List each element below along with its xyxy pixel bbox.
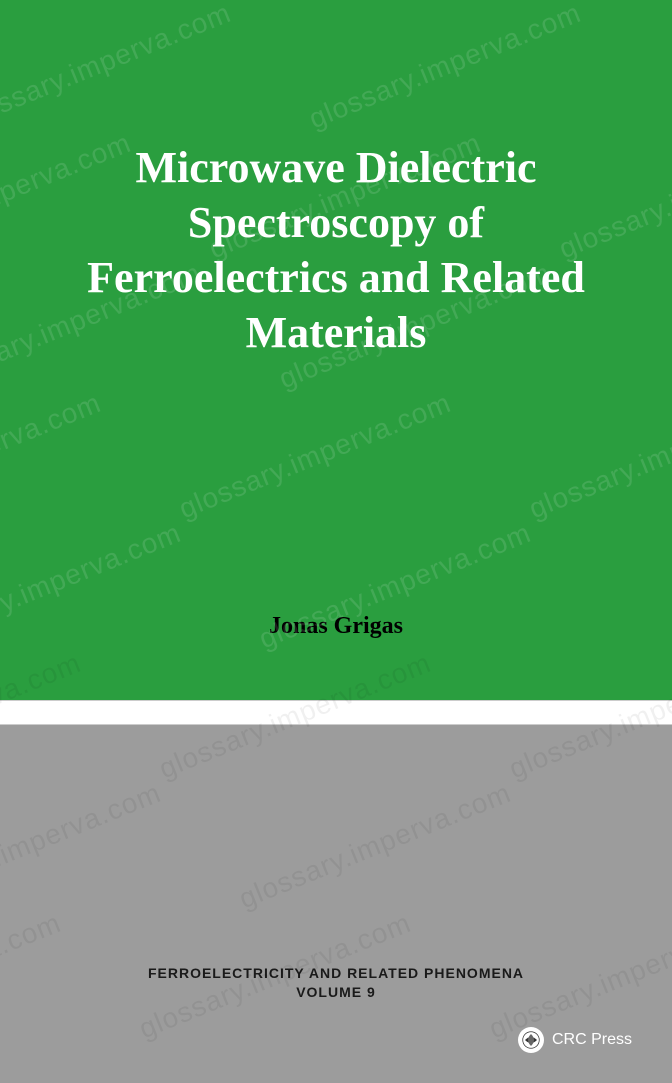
publisher-name: CRC Press xyxy=(552,1031,632,1049)
footer-section: FERROELECTRICITY AND RELATED PHENOMENA V… xyxy=(0,725,672,1083)
title-section: Microwave Dielectric Spectroscopy of Fer… xyxy=(0,0,672,700)
book-author: Jonas Grigas xyxy=(269,613,403,640)
book-cover: Microwave Dielectric Spectroscopy of Fer… xyxy=(0,0,672,1083)
series-volume: VOLUME 9 xyxy=(148,983,524,1003)
series-info: FERROELECTRICITY AND RELATED PHENOMENA V… xyxy=(148,964,524,1003)
series-name: FERROELECTRICITY AND RELATED PHENOMENA xyxy=(148,964,524,984)
publisher-logo-icon xyxy=(518,1027,544,1053)
publisher-block: CRC Press xyxy=(518,1027,632,1053)
book-title: Microwave Dielectric Spectroscopy of Fer… xyxy=(76,140,596,360)
section-divider xyxy=(0,700,672,725)
